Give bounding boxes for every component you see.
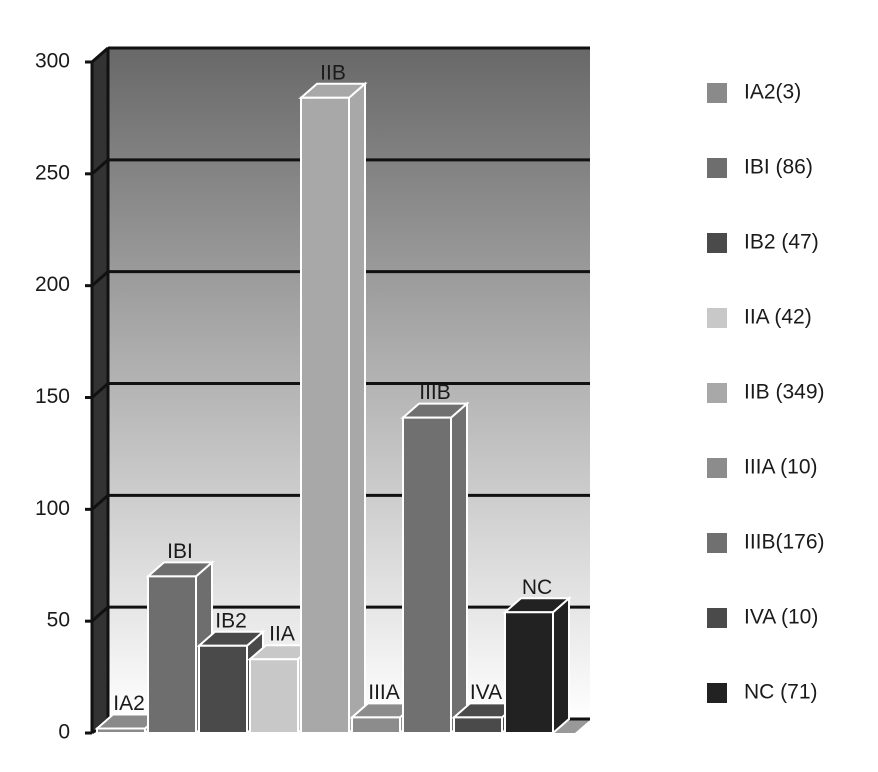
bar-label: IIIA bbox=[368, 681, 400, 704]
legend-swatch bbox=[707, 608, 727, 628]
legend-swatch bbox=[707, 383, 727, 403]
y-tick-label: 0 bbox=[58, 721, 70, 744]
grid-line bbox=[91, 494, 109, 511]
legend-swatch bbox=[707, 458, 727, 478]
bar-label: NC bbox=[522, 576, 552, 599]
bar-face bbox=[402, 416, 452, 734]
legend-swatch bbox=[707, 158, 727, 178]
bar-face bbox=[348, 81, 366, 736]
bar-face bbox=[453, 716, 503, 734]
legend-swatch bbox=[707, 683, 727, 703]
grid-line bbox=[91, 382, 109, 399]
legend-label: IB2 (47) bbox=[744, 231, 819, 254]
bar-face bbox=[450, 401, 468, 736]
y-tick-label: 300 bbox=[35, 50, 70, 73]
bar-face bbox=[300, 96, 350, 734]
bar-label: IIB bbox=[320, 61, 346, 84]
legend-swatch bbox=[707, 533, 727, 553]
grid-line bbox=[91, 158, 109, 175]
bar bbox=[502, 596, 572, 736]
bar-face bbox=[198, 644, 248, 734]
bar-label: IB2 bbox=[215, 609, 247, 632]
bar-label: IBI bbox=[167, 540, 193, 563]
legend-swatch bbox=[707, 83, 727, 103]
legend-swatch bbox=[707, 308, 727, 328]
bar-face bbox=[249, 658, 299, 734]
bar-label: IA2 bbox=[113, 692, 145, 715]
legend-swatch bbox=[707, 233, 727, 253]
y-tick-label: 250 bbox=[35, 161, 70, 184]
grid-line bbox=[91, 270, 109, 287]
legend-label: IIIB(176) bbox=[744, 531, 825, 554]
bar-face bbox=[504, 611, 554, 734]
legend-label: IIA (42) bbox=[744, 306, 812, 329]
legend-label: IA2(3) bbox=[744, 81, 801, 104]
bar-face bbox=[552, 596, 570, 736]
y-tick-label: 50 bbox=[47, 609, 70, 632]
legend-label: IIIA (10) bbox=[744, 456, 818, 479]
bar-label: IVA bbox=[470, 681, 502, 704]
grid-line bbox=[91, 606, 109, 623]
bar-face bbox=[96, 727, 146, 734]
y-tick-label: 150 bbox=[35, 385, 70, 408]
y-tick-label: 200 bbox=[35, 273, 70, 296]
y-tick-label: 100 bbox=[35, 497, 70, 520]
grid-line bbox=[91, 46, 109, 64]
bar-label: IIA bbox=[269, 623, 295, 646]
bar-face bbox=[351, 716, 401, 734]
legend-label: IVA (10) bbox=[744, 606, 818, 629]
bar bbox=[298, 81, 368, 736]
legend-label: IIB (349) bbox=[744, 381, 825, 404]
bar bbox=[400, 401, 470, 736]
legend-label: IBI (86) bbox=[744, 156, 813, 179]
bar-face bbox=[147, 575, 197, 734]
legend-label: NC (71) bbox=[744, 681, 818, 704]
bar-label: IIIB bbox=[419, 381, 451, 404]
